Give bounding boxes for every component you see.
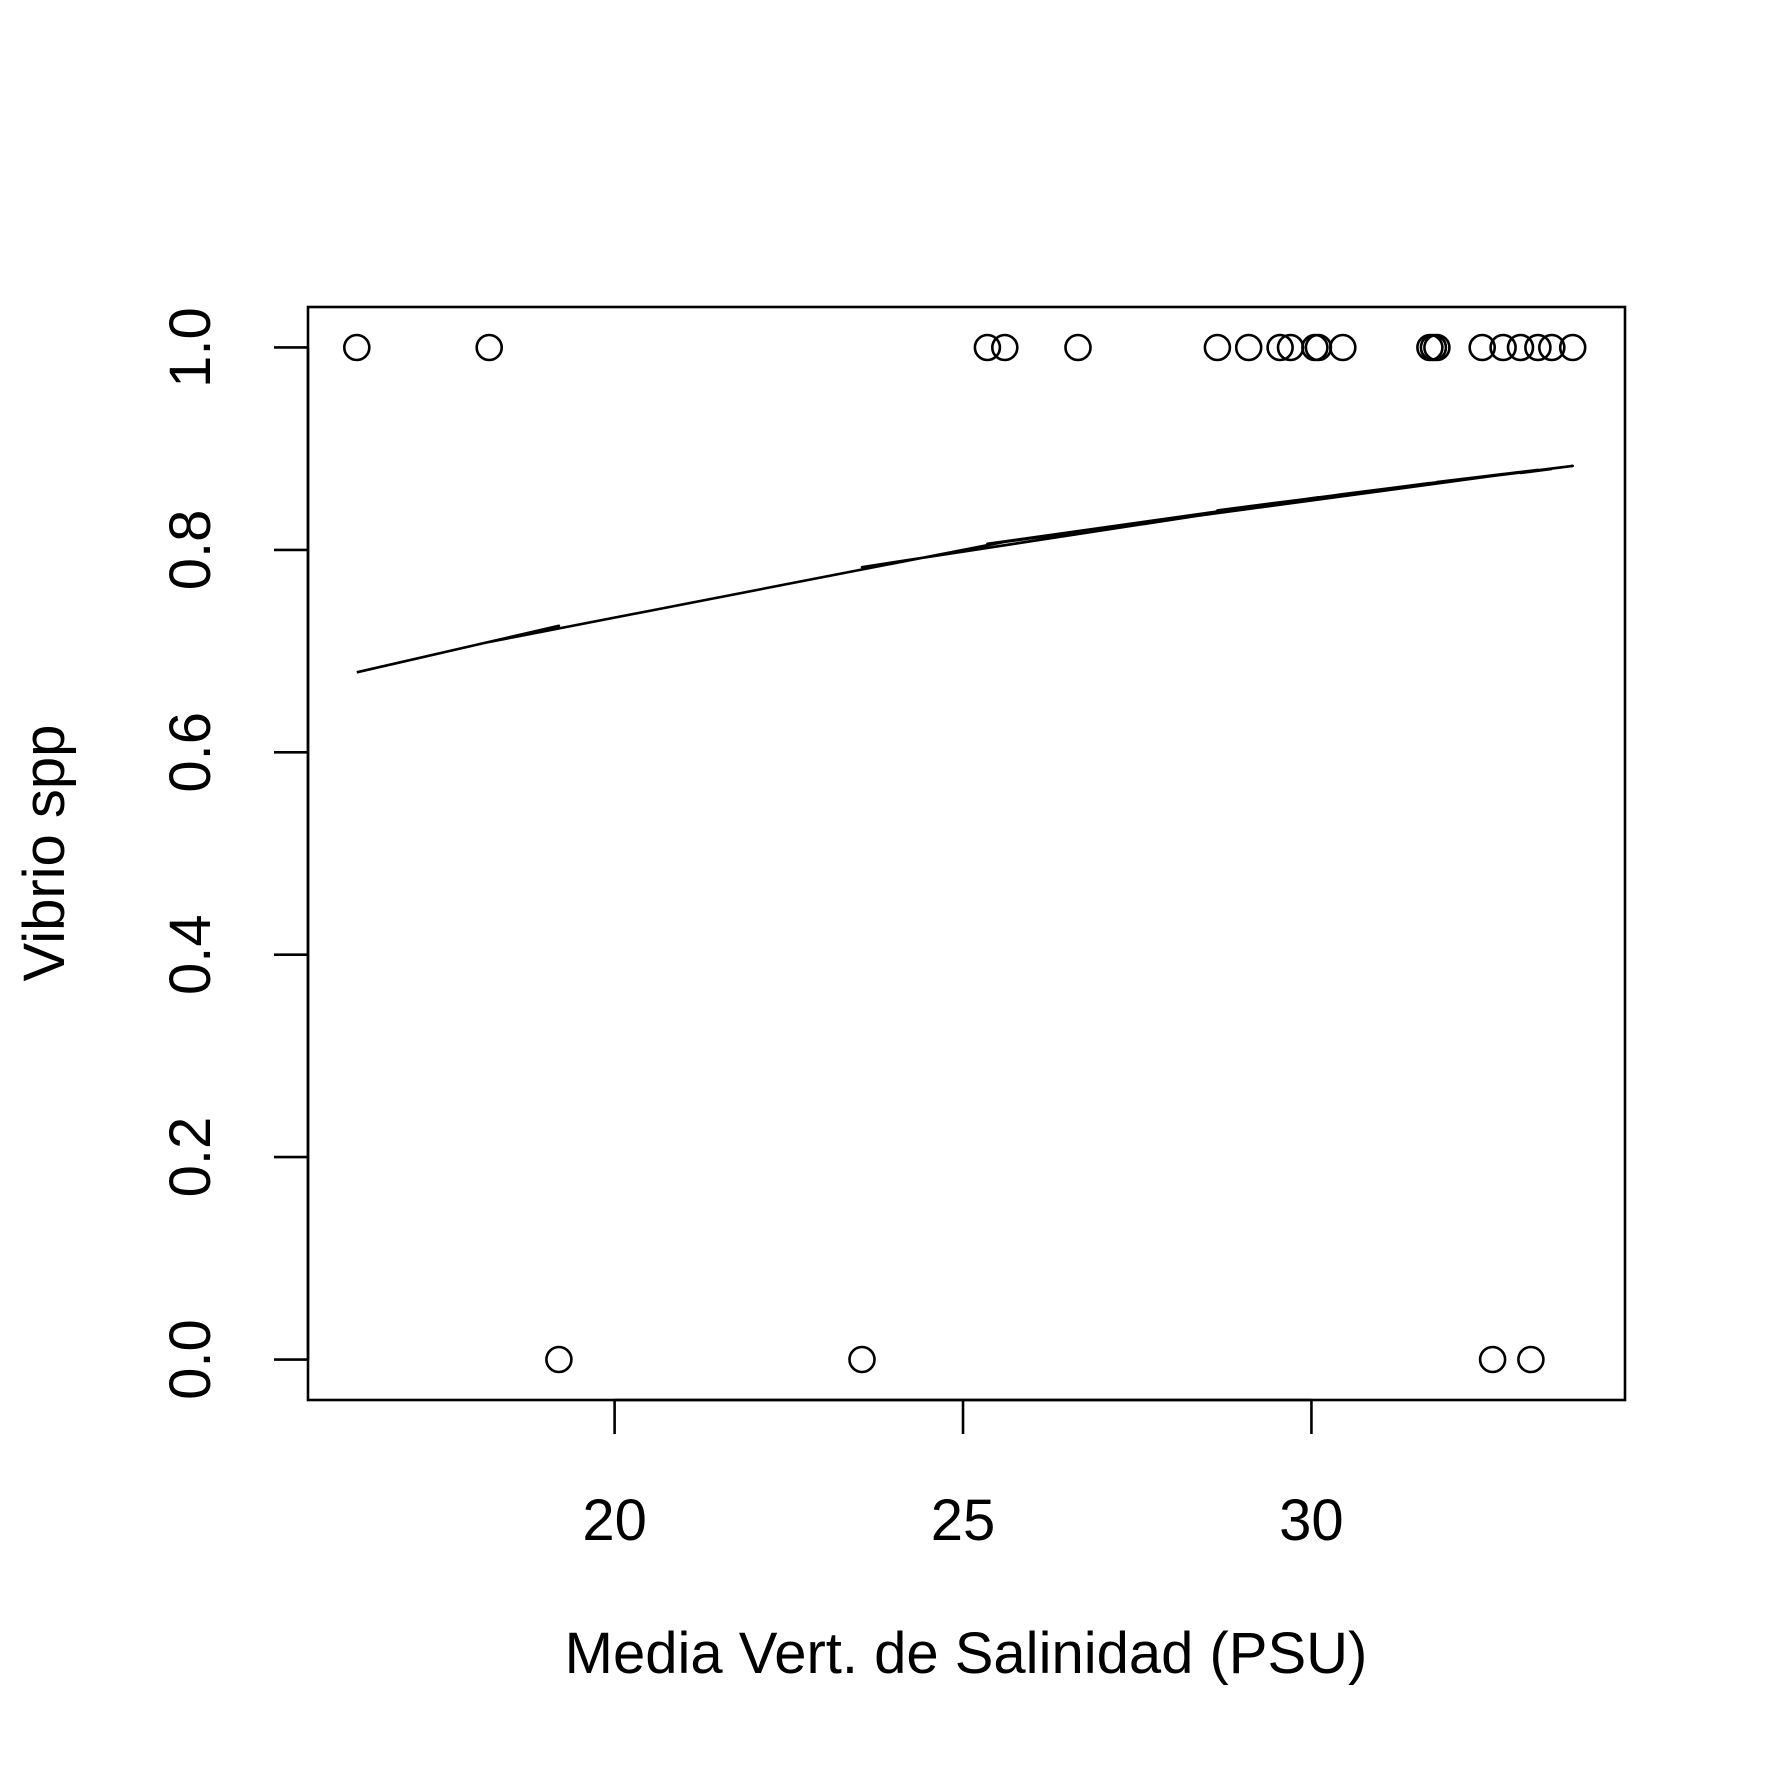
data-point	[1266, 333, 1294, 362]
points-layer	[342, 333, 1587, 1374]
data-point	[1489, 333, 1517, 362]
data-point	[1329, 333, 1357, 362]
data-point	[1478, 1345, 1507, 1374]
data-point	[1558, 333, 1587, 362]
data-point	[990, 333, 1019, 362]
data-point	[1064, 333, 1092, 362]
x-tick-label: 30	[1279, 1488, 1344, 1553]
data-point	[1234, 333, 1263, 362]
data-point	[1517, 1345, 1545, 1374]
data-point	[1506, 333, 1535, 362]
y-tick-label: 1.0	[158, 307, 223, 388]
x-tick-label: 20	[582, 1488, 647, 1553]
data-point	[1468, 333, 1496, 362]
y-tick-label: 0.6	[158, 712, 223, 793]
data-point	[848, 1345, 876, 1374]
data-point	[1203, 333, 1232, 362]
y-axis: 0.0 0.2 0.4 0.6 0.8 1.0	[158, 307, 310, 1400]
y-tick-label: 0.8	[158, 510, 223, 591]
data-point	[342, 333, 371, 362]
data-point	[1538, 333, 1566, 362]
data-point	[1423, 333, 1451, 362]
x-axis: 20 25 30	[582, 1398, 1344, 1553]
data-point	[545, 1345, 573, 1374]
y-tick-label: 0.0	[158, 1319, 223, 1400]
data-point	[1524, 333, 1552, 362]
fitted-curve	[356, 464, 1574, 674]
y-tick-label: 0.4	[158, 914, 223, 995]
data-point	[475, 333, 504, 362]
x-tick-label: 25	[931, 1488, 996, 1553]
x-axis-label: Media Vert. de Salinidad (PSU)	[565, 1621, 1368, 1686]
fitted-curve-layer	[356, 464, 1574, 674]
y-axis-label: Vibrio spp	[12, 725, 77, 982]
y-tick-label: 0.2	[158, 1117, 223, 1198]
data-point	[973, 333, 1002, 362]
